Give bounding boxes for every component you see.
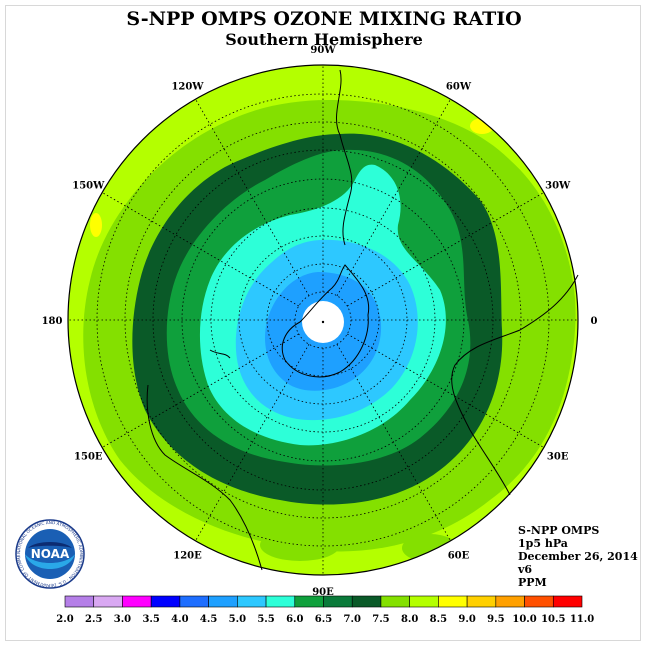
colorbar-label-4.0: 4.0 xyxy=(171,614,188,625)
newzealand-coastline xyxy=(209,349,231,359)
lon-label-120e: 120E xyxy=(173,551,202,562)
coastlines xyxy=(146,69,579,571)
info-units: PPM xyxy=(518,576,547,589)
noaa-logo-text: NOAA xyxy=(31,547,70,561)
colorbar-label-3.5: 3.5 xyxy=(142,614,159,625)
colorbar: 2.0 2.5 3.0 3.5 4.0 4.5 5.0 5.5 6.0 6.5 7.0 7.5 8.0 8… xyxy=(56,595,594,625)
colorbar-label-10.0: 10.0 xyxy=(512,614,536,625)
colorbar-swatch-8.0 xyxy=(409,595,439,608)
lon-label-30w: 30W xyxy=(545,181,571,192)
info-block: S-NPP OMPS 1p5 hPa December 26, 2014 v6 … xyxy=(518,524,638,589)
colorbar-label-3.0: 3.0 xyxy=(114,614,131,625)
colorbar-swatch-5.0 xyxy=(237,595,267,608)
lon-label-60w: 60W xyxy=(446,81,472,92)
south-pole-point xyxy=(321,320,325,324)
info-level: 1p5 hPa xyxy=(518,537,568,550)
colorbar-label-10.5: 10.5 xyxy=(541,614,565,625)
colorbar-label-2.0: 2.0 xyxy=(56,614,73,625)
noaa-logo: NOAA NATIONAL OCEANIC AND ATMOSPHERIC AD… xyxy=(14,518,85,589)
lon-label-90e: 90E xyxy=(312,587,334,598)
colorbar-label-11.0: 11.0 xyxy=(570,614,594,625)
lon-label-120w: 120W xyxy=(171,81,204,92)
longitude-labels: 90W 60W 30W 0 30E 60E 90E 120E 150E 180 150W 120W xyxy=(42,45,598,598)
colorbar-swatch-6.5 xyxy=(323,595,353,608)
colorbar-swatch-7.0 xyxy=(351,595,382,608)
colorbar-swatch-2.0 xyxy=(64,595,95,608)
info-date: December 26, 2014 xyxy=(518,550,638,563)
colorbar-label-8.0: 8.0 xyxy=(401,614,418,625)
colorbar-label-6.5: 6.5 xyxy=(315,614,332,625)
lon-label-90w: 90W xyxy=(310,45,336,56)
colorbar-label-9.0: 9.0 xyxy=(458,614,475,625)
colorbar-label-4.5: 4.5 xyxy=(200,614,217,625)
lon-label-180: 180 xyxy=(42,316,63,327)
colorbar-label-8.5: 8.5 xyxy=(430,614,447,625)
info-instrument: S-NPP OMPS xyxy=(518,524,600,537)
lon-label-150w: 150W xyxy=(72,181,105,192)
colorbar-label-5.0: 5.0 xyxy=(229,614,246,625)
lon-label-30e: 30E xyxy=(547,452,569,463)
map-title: S-NPP OMPS OZONE MIXING RATIO xyxy=(126,8,522,30)
africa-coastline xyxy=(451,274,579,496)
colorbar-label-7.5: 7.5 xyxy=(372,614,389,625)
colorbar-swatch-2.5 xyxy=(93,595,123,608)
antarctica-coastline xyxy=(281,264,370,378)
colorbar-swatch-10.5 xyxy=(552,595,583,608)
colorbar-swatch-9.0 xyxy=(466,595,497,608)
lon-label-150e: 150E xyxy=(74,452,103,463)
map-rim xyxy=(67,64,579,576)
colorbar-swatch-3.5 xyxy=(150,595,181,608)
colorbar-swatch-7.5 xyxy=(380,595,410,608)
info-version: v6 xyxy=(518,563,533,576)
map-subtitle: Southern Hemisphere xyxy=(225,30,423,49)
colorbar-swatch-8.5 xyxy=(438,595,468,608)
colorbar-label-9.5: 9.5 xyxy=(487,614,504,625)
colorbar-label-5.5: 5.5 xyxy=(257,614,274,625)
patch-7-5-sw xyxy=(260,529,340,561)
colorbar-label-7.0: 7.0 xyxy=(344,614,361,625)
colorbar-swatch-4.5 xyxy=(208,595,238,608)
south-america-coastline xyxy=(336,69,353,246)
colorbar-label-6.0: 6.0 xyxy=(286,614,303,625)
lon-label-0: 0 xyxy=(591,316,598,327)
colorbar-swatch-5.5 xyxy=(265,595,296,608)
lon-label-60e: 60E xyxy=(448,551,470,562)
colorbar-swatch-6.0 xyxy=(294,595,324,608)
colorbar-swatch-9.5 xyxy=(495,595,525,608)
patch-8-5-w xyxy=(90,213,102,237)
colorbar-swatch-4.0 xyxy=(179,595,209,608)
figure-frame xyxy=(5,5,641,641)
australia-coastline xyxy=(146,384,263,571)
colorbar-label-2.5: 2.5 xyxy=(85,614,102,625)
colorbar-swatch-10.0 xyxy=(524,595,554,608)
colorbar-swatch-3.0 xyxy=(122,595,152,608)
longitude-grid xyxy=(68,65,578,575)
